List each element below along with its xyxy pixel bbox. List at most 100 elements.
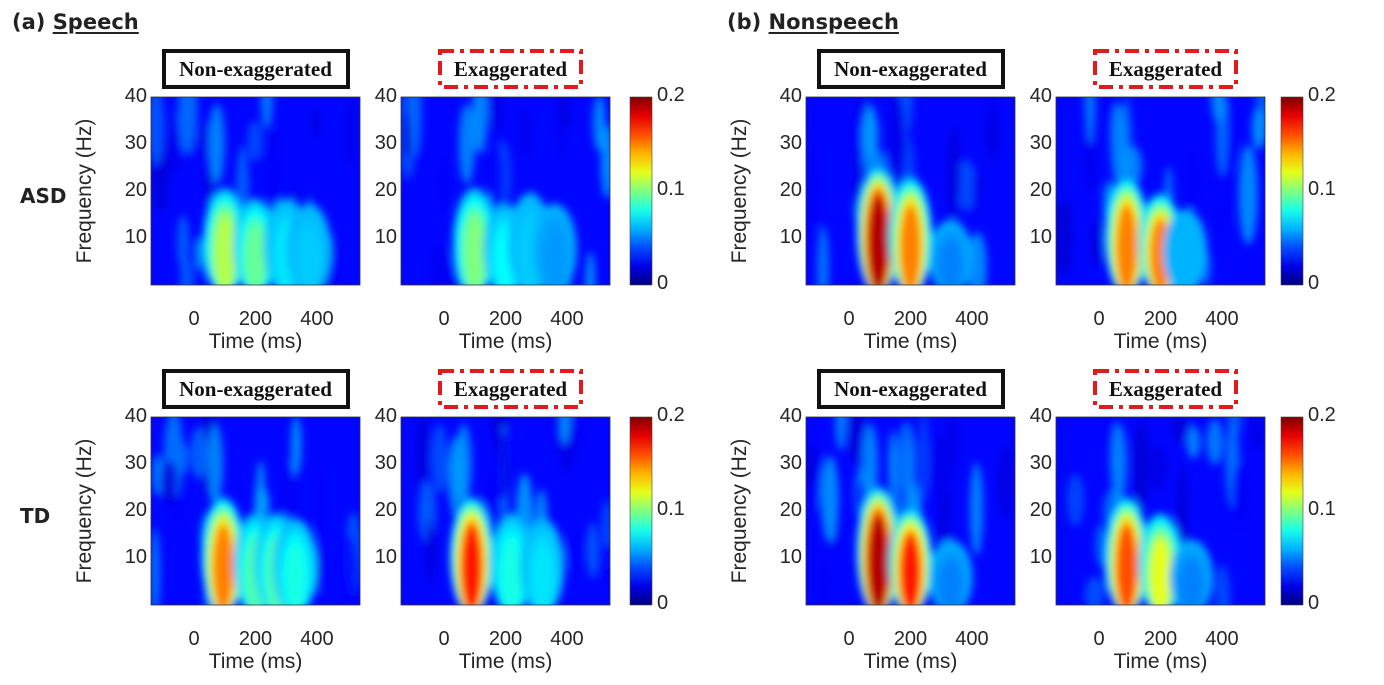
background-streak	[291, 417, 302, 476]
y-tick-label: 20	[124, 499, 147, 521]
condition-title-box: Non-exaggerated	[816, 369, 1005, 409]
y-tick-label: 30	[1029, 452, 1052, 474]
x-axis-label: Time (ms)	[863, 330, 958, 353]
background-streak	[256, 460, 265, 512]
y-tick-label: 20	[1029, 499, 1052, 521]
y-tick-label: 40	[1029, 405, 1052, 427]
colorbar-tick-label: 0	[657, 592, 669, 614]
colorbar-tick-label: 0.2	[1308, 84, 1336, 106]
condition-title-box: Non-exaggerated	[161, 369, 350, 409]
background-streak	[835, 417, 847, 451]
x-axis-label: Time (ms)	[208, 330, 303, 353]
time-frequency-heatmap	[805, 96, 1016, 286]
background-streak	[1251, 107, 1265, 150]
colorbar-tick-label: 0.2	[657, 404, 685, 426]
background-streak	[1215, 564, 1231, 605]
y-tick-label: 10	[1029, 546, 1052, 568]
background-streak	[311, 107, 322, 138]
condition-title-box: Non-exaggerated	[161, 49, 350, 89]
background-streak	[1084, 576, 1105, 605]
y-tick-label: 20	[779, 179, 802, 201]
background-streak	[967, 232, 987, 285]
background-streak	[558, 417, 571, 445]
background-streak	[458, 104, 475, 184]
background-streak	[1176, 464, 1189, 560]
x-tick-label: 200	[1143, 308, 1178, 330]
x-tick-label: 0	[843, 628, 855, 650]
background-streak	[1149, 444, 1168, 491]
time-frequency-heatmap	[150, 416, 361, 606]
background-streak	[600, 124, 610, 199]
colorbar-tick-label: 0	[1308, 272, 1320, 294]
colorbar-tick-label: 0.1	[657, 498, 685, 520]
colorbar-tick-label: 0	[1308, 592, 1320, 614]
colorbar-tick-label: 0	[657, 272, 669, 294]
power-peak	[214, 214, 235, 285]
x-tick-label: 0	[438, 628, 450, 650]
x-tick-label: 400	[550, 628, 584, 650]
y-tick-label: 30	[374, 132, 397, 154]
condition-title-box: Exaggerated	[1093, 369, 1238, 409]
background-streak	[497, 432, 511, 503]
colorbar	[629, 96, 653, 286]
background-streak	[431, 424, 449, 494]
colorbar-tick-label: 0.2	[1308, 404, 1336, 426]
colorbar-tick-label: 0.1	[1308, 178, 1336, 200]
y-axis-label: Frequency (Hz)	[73, 438, 96, 584]
x-tick-label: 200	[893, 308, 928, 330]
condition-title-box: Non-exaggerated	[816, 49, 1005, 89]
background-streak	[585, 251, 596, 285]
power-peak	[461, 525, 482, 605]
background-streak	[1186, 425, 1201, 459]
background-streak	[316, 457, 327, 548]
colorbar-gradient	[1280, 96, 1304, 286]
background-streak	[1110, 424, 1127, 504]
y-tick-label: 20	[1029, 179, 1052, 201]
power-peak	[285, 543, 306, 605]
y-tick-label: 40	[1029, 85, 1052, 107]
y-tick-label: 10	[374, 226, 397, 248]
y-tick-label: 10	[124, 226, 147, 248]
panel-title: Nonspeech	[768, 10, 899, 34]
y-tick-label: 40	[124, 85, 147, 107]
power-peak	[1150, 539, 1171, 605]
background-streak	[588, 521, 597, 579]
background-streak	[1066, 473, 1085, 527]
time-frequency-heatmap	[1055, 416, 1266, 606]
panel-letter: (b)	[727, 10, 762, 34]
background-streak	[806, 444, 817, 488]
condition-title-box: Exaggerated	[438, 49, 583, 89]
dash-dot-border	[1093, 369, 1238, 409]
background-streak	[159, 459, 179, 507]
colorbar-tick-label: 0.1	[657, 178, 685, 200]
x-axis-label: Time (ms)	[458, 650, 553, 673]
y-tick-label: 30	[124, 452, 147, 474]
background-streak	[1231, 461, 1250, 531]
colorbar-gradient	[629, 416, 653, 606]
background-streak	[862, 424, 879, 504]
y-tick-label: 10	[779, 546, 802, 568]
y-tick-label: 40	[779, 405, 802, 427]
power-peak	[1116, 205, 1137, 285]
power-peak	[299, 228, 320, 285]
background-streak	[194, 236, 205, 270]
background-streak	[519, 108, 533, 159]
x-tick-label: 0	[1093, 308, 1105, 330]
y-tick-label: 30	[124, 132, 147, 154]
x-tick-label: 400	[955, 308, 989, 330]
time-frequency-heatmap	[1055, 96, 1266, 286]
background-streak	[969, 462, 984, 556]
dash-dot-border	[1093, 49, 1238, 89]
y-tick-label: 10	[124, 546, 147, 568]
condition-title-box: Exaggerated	[438, 369, 583, 409]
x-tick-label: 200	[1143, 628, 1178, 650]
background-streak	[1184, 146, 1202, 211]
y-tick-label: 20	[124, 179, 147, 201]
y-axis-label: Frequency (Hz)	[73, 118, 96, 264]
background-streak	[1084, 97, 1096, 144]
x-tick-label: 400	[1205, 628, 1239, 650]
y-tick-label: 20	[374, 499, 397, 521]
x-tick-label: 400	[1205, 308, 1239, 330]
power-peak	[544, 228, 565, 285]
background-streak	[409, 97, 422, 158]
